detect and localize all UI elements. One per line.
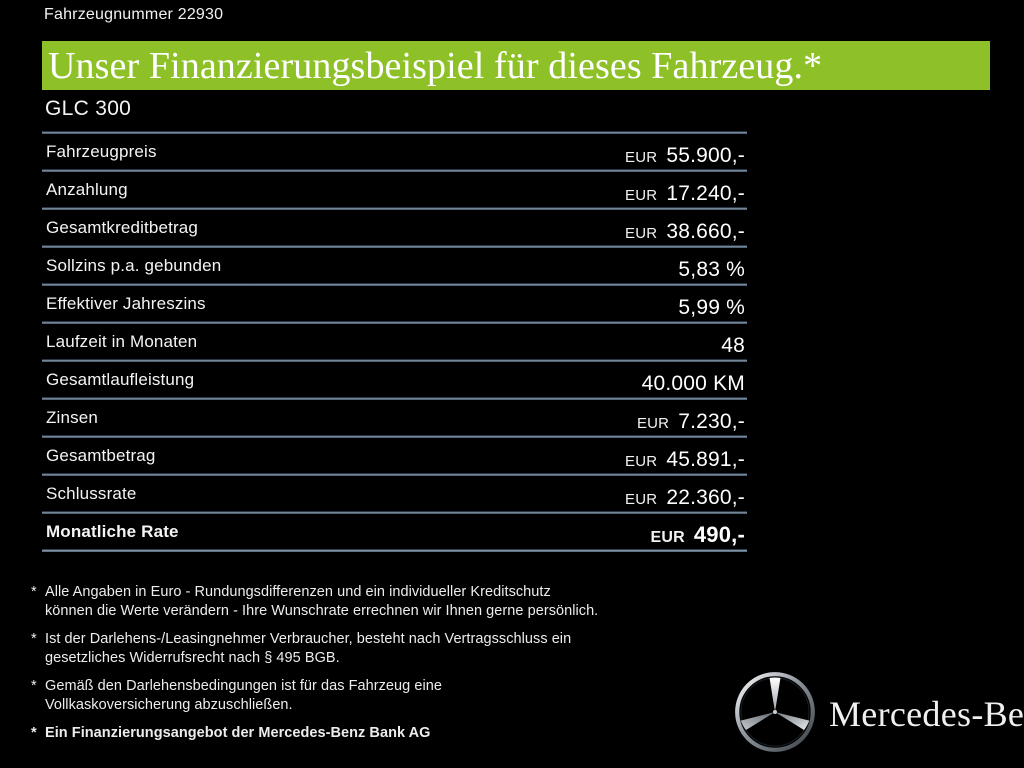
row-value: 48: [721, 334, 745, 357]
table-separator: [42, 321, 747, 324]
table-separator: [42, 207, 747, 210]
footnote-marker: *: [31, 631, 37, 647]
footnote: * Ein Finanzierungsangebot der Mercedes-B…: [31, 724, 731, 743]
footnote-marker: *: [31, 678, 37, 694]
footnote-line: können die Werte verändern - Ihre Wunsch…: [45, 603, 599, 619]
row-value-group: 40.000 KM: [642, 372, 745, 396]
table-row: Gesamtkreditbetrag EUR 38.660,-: [42, 210, 747, 245]
footnote-marker: *: [31, 584, 37, 600]
row-label: Effektiver Jahreszins: [46, 293, 206, 313]
row-value-group: EUR 22.360,-: [625, 486, 745, 510]
footnote-line: Vollkaskoversicherung abzuschließen.: [45, 697, 293, 713]
table-separator: [42, 131, 747, 134]
footnote-body: Ist der Darlehens-/Leasingnehmer Verbrau…: [45, 630, 571, 668]
row-value-group: EUR 490,-: [650, 522, 745, 548]
table-separator: [42, 473, 747, 476]
row-value: 490,-: [693, 522, 745, 547]
row-value-group: EUR 17.240,-: [625, 182, 745, 206]
row-label: Sollzins p.a. gebunden: [46, 255, 222, 275]
table-row: Effektiver Jahreszins 5,99 %: [42, 286, 747, 321]
row-label: Fahrzeugpreis: [46, 141, 157, 161]
row-label: Gesamtlaufleistung: [46, 369, 195, 389]
table-row: Sollzins p.a. gebunden 5,83 %: [42, 248, 747, 283]
row-value-group: EUR 38.660,-: [625, 220, 745, 244]
row-value-group: 48: [721, 334, 745, 358]
table-row: Laufzeit in Monaten 48: [42, 324, 747, 359]
table-separator: [42, 435, 747, 438]
footnote: * Gemäß den Darlehensbedingungen ist für …: [31, 677, 731, 715]
row-value: 38.660,-: [666, 220, 745, 243]
row-value-group: 5,83 %: [678, 258, 745, 282]
footnote-body: Alle Angaben in Euro - Rundungsdifferenz…: [45, 583, 598, 621]
brand-wordmark: Mercedes-Benz: [829, 694, 1024, 734]
model-name: GLC 300: [45, 97, 132, 120]
row-value-group: EUR 7.230,-: [637, 410, 745, 434]
table-row: Zinsen EUR 7.230,-: [42, 400, 747, 435]
table-row: Anzahlung EUR 17.240,-: [42, 172, 747, 207]
footnote-line: Gemäß den Darlehensbedingungen ist für d…: [45, 678, 442, 694]
row-value-group: EUR 55.900,-: [625, 144, 745, 168]
footnote-line: Alle Angaben in Euro - Rundungsdifferenz…: [45, 584, 551, 600]
row-value: 17.240,-: [666, 182, 745, 205]
title-banner: Unser Finanzierungsbeispiel für dieses F…: [42, 41, 990, 90]
footnote: * Ist der Darlehens-/Leasingnehmer Verbra…: [31, 630, 731, 668]
row-label: Anzahlung: [46, 179, 128, 199]
page-title: Unser Finanzierungsbeispiel für dieses F…: [48, 44, 823, 87]
row-value-group: EUR 45.891,-: [625, 448, 745, 472]
row-label: Laufzeit in Monaten: [46, 331, 198, 351]
table-separator: [42, 245, 747, 248]
table-separator: [42, 511, 747, 514]
table-separator: [42, 359, 747, 362]
table-row: Gesamtlaufleistung 40.000 KM: [42, 362, 747, 397]
mercedes-star-icon: [733, 670, 817, 759]
row-value: 45.891,-: [666, 448, 745, 471]
row-currency: EUR: [625, 149, 658, 166]
footnote-line: Ein Finanzierungsangebot der Mercedes-Be…: [45, 725, 431, 741]
table-separator: [42, 397, 747, 400]
brand-logo: Mercedes-Benz: [733, 668, 1024, 760]
row-value: 5,83 %: [678, 258, 745, 281]
footnote-line: Ist der Darlehens-/Leasingnehmer Verbrau…: [45, 631, 572, 647]
vehicle-number: Fahrzeugnummer 22930: [44, 6, 224, 23]
row-value: 5,99 %: [678, 296, 745, 319]
table-row: Monatliche Rate EUR 490,-: [42, 514, 747, 549]
row-value: 7.230,-: [678, 410, 745, 433]
footnote-body: Ein Finanzierungsangebot der Mercedes-Be…: [45, 724, 430, 743]
row-value: 22.360,-: [666, 486, 745, 509]
table-row: Fahrzeugpreis EUR 55.900,-: [42, 134, 747, 169]
row-label: Zinsen: [46, 407, 98, 427]
table-row: Schlussrate EUR 22.360,-: [42, 476, 747, 511]
footnote-line: gesetzliches Widerrufsrecht nach § 495 B…: [45, 650, 340, 666]
row-label: Gesamtbetrag: [46, 445, 156, 465]
row-label: Schlussrate: [46, 483, 137, 503]
row-value: 55.900,-: [666, 144, 745, 167]
table-row: Gesamtbetrag EUR 45.891,-: [42, 438, 747, 473]
footnotes: * Alle Angaben in Euro - Rundungsdifferen…: [31, 583, 731, 752]
footnote-body: Gemäß den Darlehensbedingungen ist für d…: [45, 677, 442, 715]
row-currency: EUR: [650, 529, 685, 546]
row-value-group: 5,99 %: [678, 296, 745, 320]
row-value: 40.000 KM: [641, 372, 745, 395]
footnote: * Alle Angaben in Euro - Rundungsdifferen…: [31, 583, 731, 621]
table-separator: [42, 169, 747, 172]
finance-table: Fahrzeugpreis EUR 55.900,- Anzahlung EUR 17.2…: [42, 131, 747, 552]
row-currency: EUR: [636, 415, 670, 432]
row-currency: EUR: [625, 187, 658, 204]
footnote-marker: *: [31, 725, 37, 741]
table-separator: [42, 283, 747, 286]
row-label: Monatliche Rate: [46, 521, 179, 541]
row-currency: EUR: [625, 453, 658, 470]
row-currency: EUR: [625, 225, 658, 242]
row-label: Gesamtkreditbetrag: [46, 217, 198, 237]
row-currency: EUR: [625, 491, 658, 508]
table-separator: [42, 549, 747, 552]
